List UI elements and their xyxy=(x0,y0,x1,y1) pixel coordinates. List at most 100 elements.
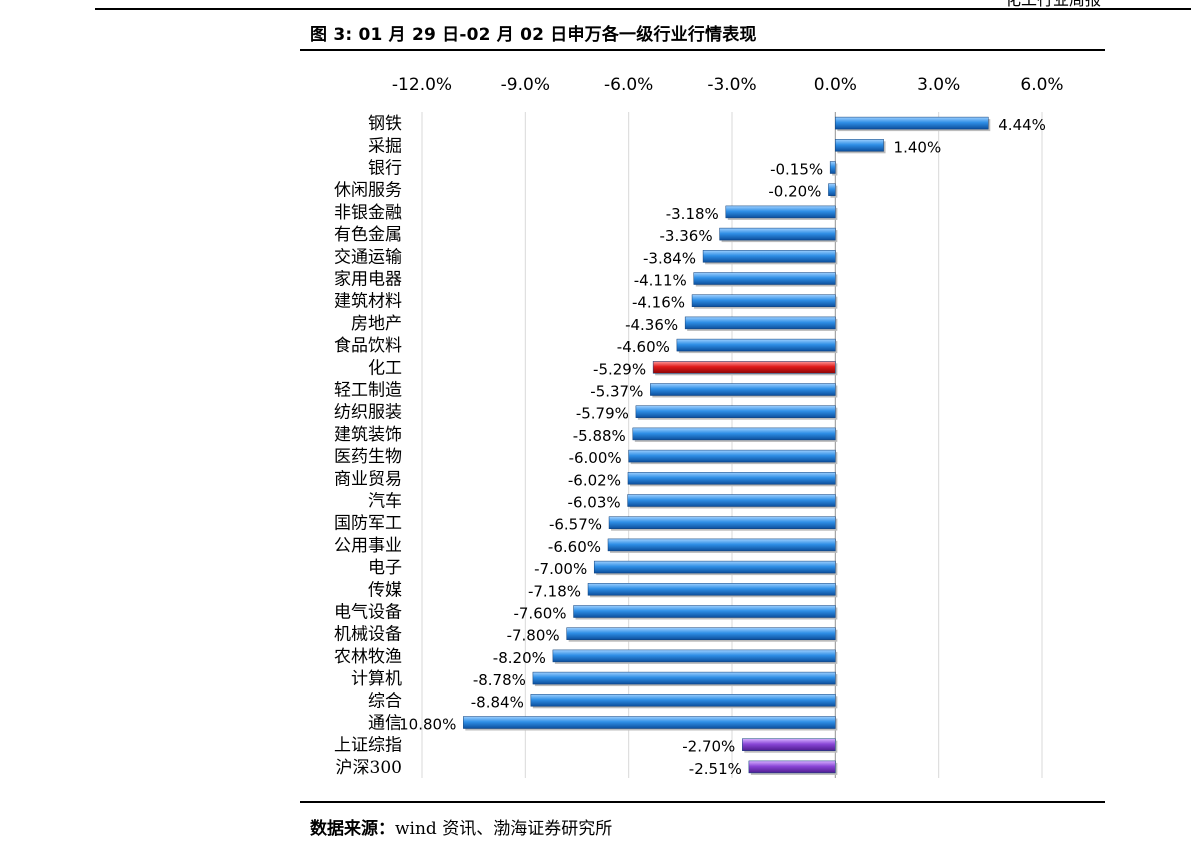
category-label: 交通运输 xyxy=(334,247,402,267)
data-label: -0.20% xyxy=(768,183,821,201)
category-label: 汽车 xyxy=(368,492,402,512)
data-label: -2.51% xyxy=(689,760,742,778)
x-tick-label: -6.0% xyxy=(604,75,653,95)
data-label: -7.60% xyxy=(513,605,566,623)
data-label: -5.29% xyxy=(593,360,646,378)
category-label: 电子 xyxy=(368,558,402,578)
bar xyxy=(684,316,836,330)
bar xyxy=(632,427,836,441)
x-tick-label: -3.0% xyxy=(707,75,756,95)
bar xyxy=(828,183,836,196)
bar xyxy=(532,671,836,685)
data-label: -10.80% xyxy=(394,716,457,734)
category-label: 轻工制造 xyxy=(334,381,402,401)
category-label: 沪深300 xyxy=(336,758,402,778)
bar xyxy=(608,516,836,529)
bar xyxy=(627,494,836,507)
data-label: -3.18% xyxy=(666,205,719,223)
page-header: 化工行业周报 xyxy=(1005,0,1101,10)
category-label: 化工 xyxy=(368,358,402,378)
category-label: 钢铁 xyxy=(368,114,402,134)
bar xyxy=(463,716,836,729)
category-label: 公用事业 xyxy=(334,536,402,556)
bar xyxy=(652,361,836,374)
x-tick-label: -12.0% xyxy=(392,75,452,95)
category-label: 商业贸易 xyxy=(334,469,402,489)
figure-title: 图 3: 01 月 29 日-02 月 02 日申万各一级行业行情表现 xyxy=(310,25,757,45)
bar xyxy=(593,560,836,574)
category-label: 计算机 xyxy=(351,669,402,689)
category-label: 休闲服务 xyxy=(334,181,402,201)
source-label: 数据来源： xyxy=(310,819,395,839)
bar xyxy=(693,272,836,285)
data-label: -8.20% xyxy=(493,649,546,667)
category-label: 纺织服装 xyxy=(334,403,402,423)
bar xyxy=(702,250,836,263)
bar xyxy=(742,738,836,751)
bar xyxy=(627,472,836,485)
data-label: -3.36% xyxy=(660,227,713,245)
data-label: -5.88% xyxy=(573,427,626,445)
data-label: -7.80% xyxy=(507,627,560,645)
x-tick-label: 6.0% xyxy=(1020,75,1063,95)
category-label: 建筑装饰 xyxy=(334,425,402,445)
data-label: -3.84% xyxy=(643,249,696,267)
category-label: 银行 xyxy=(368,159,402,179)
data-label: -6.00% xyxy=(569,449,622,467)
data-label: -4.11% xyxy=(634,272,687,290)
bar xyxy=(566,627,836,640)
title-rule xyxy=(300,49,1105,51)
bar xyxy=(829,161,836,174)
category-label: 采掘 xyxy=(368,136,402,156)
top-rule xyxy=(95,8,1191,10)
category-label: 医药生物 xyxy=(334,447,402,467)
source-text: wind 资讯、渤海证券研究所 xyxy=(395,819,613,839)
category-label: 建筑材料 xyxy=(334,292,402,312)
x-tick-label: -9.0% xyxy=(501,75,550,95)
bar xyxy=(650,383,836,396)
data-label: -0.15% xyxy=(770,161,823,179)
category-label: 房地产 xyxy=(351,314,402,334)
bar xyxy=(748,760,836,774)
data-label: 4.44% xyxy=(998,116,1046,134)
data-label: -6.03% xyxy=(568,494,621,512)
data-label: -7.00% xyxy=(534,560,587,578)
bar xyxy=(835,116,989,130)
bar xyxy=(573,605,836,618)
data-label: -2.70% xyxy=(682,738,735,756)
data-label: -6.57% xyxy=(549,516,602,534)
x-tick-label: 0.0% xyxy=(814,75,857,95)
bar xyxy=(835,139,884,152)
data-label: -5.37% xyxy=(590,383,643,401)
category-label: 国防军工 xyxy=(334,514,402,534)
data-label: -4.16% xyxy=(632,294,685,312)
category-label: 上证综指 xyxy=(334,736,402,756)
category-label: 电气设备 xyxy=(334,603,402,623)
data-label: -8.84% xyxy=(471,693,524,711)
bottom-rule xyxy=(300,801,1105,803)
x-tick-label: 3.0% xyxy=(917,75,960,95)
data-label: -6.60% xyxy=(548,538,601,556)
bar xyxy=(530,694,836,707)
bar xyxy=(552,649,836,663)
data-label: -6.02% xyxy=(568,471,621,489)
data-label: 1.40% xyxy=(894,138,942,156)
category-label: 食品饮料 xyxy=(334,336,402,356)
bar xyxy=(691,294,836,307)
data-label: -4.60% xyxy=(617,338,670,356)
data-label: -7.18% xyxy=(528,582,581,600)
category-label: 家用电器 xyxy=(334,270,402,290)
category-label: 通信 xyxy=(368,714,402,734)
bar xyxy=(676,338,836,352)
category-label: 综合 xyxy=(368,691,402,711)
category-label: 传媒 xyxy=(368,580,402,600)
data-label: -4.36% xyxy=(625,316,678,334)
category-label: 有色金属 xyxy=(334,225,402,245)
bar xyxy=(587,583,836,596)
data-label: -5.79% xyxy=(576,405,629,423)
bar xyxy=(635,405,836,418)
bar xyxy=(628,449,836,463)
data-source: 数据来源：wind 资讯、渤海证券研究所 xyxy=(310,814,612,839)
data-label: -8.78% xyxy=(473,671,526,689)
bar xyxy=(725,205,836,219)
